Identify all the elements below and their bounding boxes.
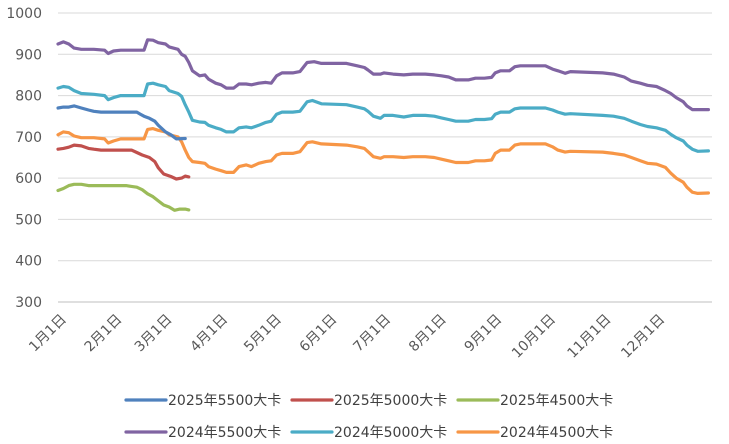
series-line-6 [56,182,191,212]
series-line-2 [56,81,710,153]
series-line-5 [56,143,191,181]
x-tick-label: 7月1日 [350,312,394,356]
legend-label: 2025年5500大卡 [168,393,281,409]
x-tick-label: 5月1日 [241,312,285,356]
x-tick-label: 2月1日 [82,312,126,356]
x-tick-label: 12月1日 [618,312,668,362]
legend-label: 2024年5000大卡 [334,425,447,441]
legend-label: 2024年5500大卡 [168,425,281,441]
x-tick-label: 8月1日 [406,312,450,356]
y-tick-label: 400 [15,254,42,270]
x-tick-label: 9月1日 [462,312,506,356]
x-tick-label: 1月1日 [26,312,70,356]
y-tick-label: 800 [15,89,42,105]
legend-label: 2025年5000大卡 [334,393,447,409]
y-tick-label: 500 [15,212,42,228]
y-tick-label: 300 [15,295,42,311]
y-tick-label: 1000 [6,6,42,22]
y-axis-tick-labels: 1000 900 800 700 600 500 400 300 [6,6,42,311]
gridlines [58,12,712,262]
x-tick-label: 6月1日 [297,312,341,356]
x-tick-label: 10月1日 [509,312,559,362]
plot-area [56,38,710,212]
series-line-1 [56,38,710,112]
legend: 2025年5500大卡 2025年5000大卡 2025年4500大卡 2024年55… [124,393,613,441]
legend-label: 2024年4500大卡 [500,425,613,441]
y-tick-label: 900 [15,47,42,63]
x-tick-label: 4月1日 [187,312,231,356]
y-tick-label: 700 [15,130,42,146]
x-axis-tick-labels: 1月1日 2月1日 3月1日 4月1日 5月1日 6月1日 7月1日 8月1日 9月1日 10月1… [26,312,668,362]
x-tick-label: 11月1日 [565,312,615,362]
y-tick-label: 600 [15,171,42,187]
x-tick-label: 3月1日 [132,312,176,356]
series-line-4 [56,104,187,141]
legend-label: 2025年4500大卡 [500,393,613,409]
